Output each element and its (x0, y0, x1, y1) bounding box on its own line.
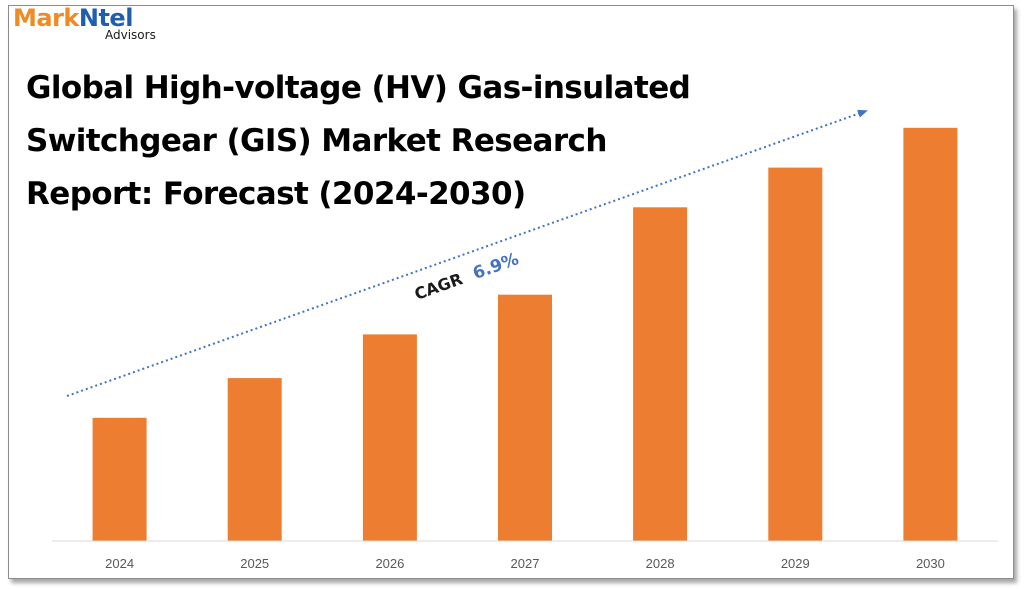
cagr-label: CAGR (412, 269, 465, 304)
bar-2029 (768, 167, 823, 541)
chart-title: Global High-voltage (HV) Gas-insulated S… (26, 62, 746, 221)
x-tick-label: 2026 (375, 556, 404, 571)
x-tick-label: 2030 (916, 556, 945, 571)
chart-title-line-1: Global High-voltage (HV) Gas-insulated (26, 70, 691, 106)
chart-title-line-2: Switchgear (GIS) Market Research (26, 123, 607, 159)
bar-series (92, 127, 958, 542)
x-axis-tick-labels: 2024 2025 2026 2027 2028 2029 2030 (105, 556, 945, 571)
bar-2030 (903, 127, 958, 542)
x-tick-label: 2024 (105, 556, 134, 571)
bar-2024 (92, 417, 147, 541)
brand-name-part1: Mark (13, 4, 79, 32)
bar-2025 (227, 378, 282, 541)
x-tick-label: 2025 (240, 556, 269, 571)
brand-logo-wordmark: MarkNtel (13, 4, 156, 32)
bar-2028 (633, 207, 688, 542)
bar-2026 (362, 334, 417, 541)
brand-subtitle: Advisors (105, 28, 156, 42)
bar-2027 (498, 294, 552, 541)
brand-logo: MarkNtel Advisors (13, 4, 156, 42)
x-tick-label: 2027 (511, 556, 540, 571)
brand-name-part2: Ntel (78, 4, 134, 32)
x-tick-label: 2028 (646, 556, 675, 571)
chart-title-line-3: Report: Forecast (2024-2030) (26, 176, 526, 212)
cagr-trend-arrow (66, 109, 868, 397)
cagr-value: 6.9% (470, 249, 521, 284)
x-tick-label: 2029 (781, 556, 810, 571)
